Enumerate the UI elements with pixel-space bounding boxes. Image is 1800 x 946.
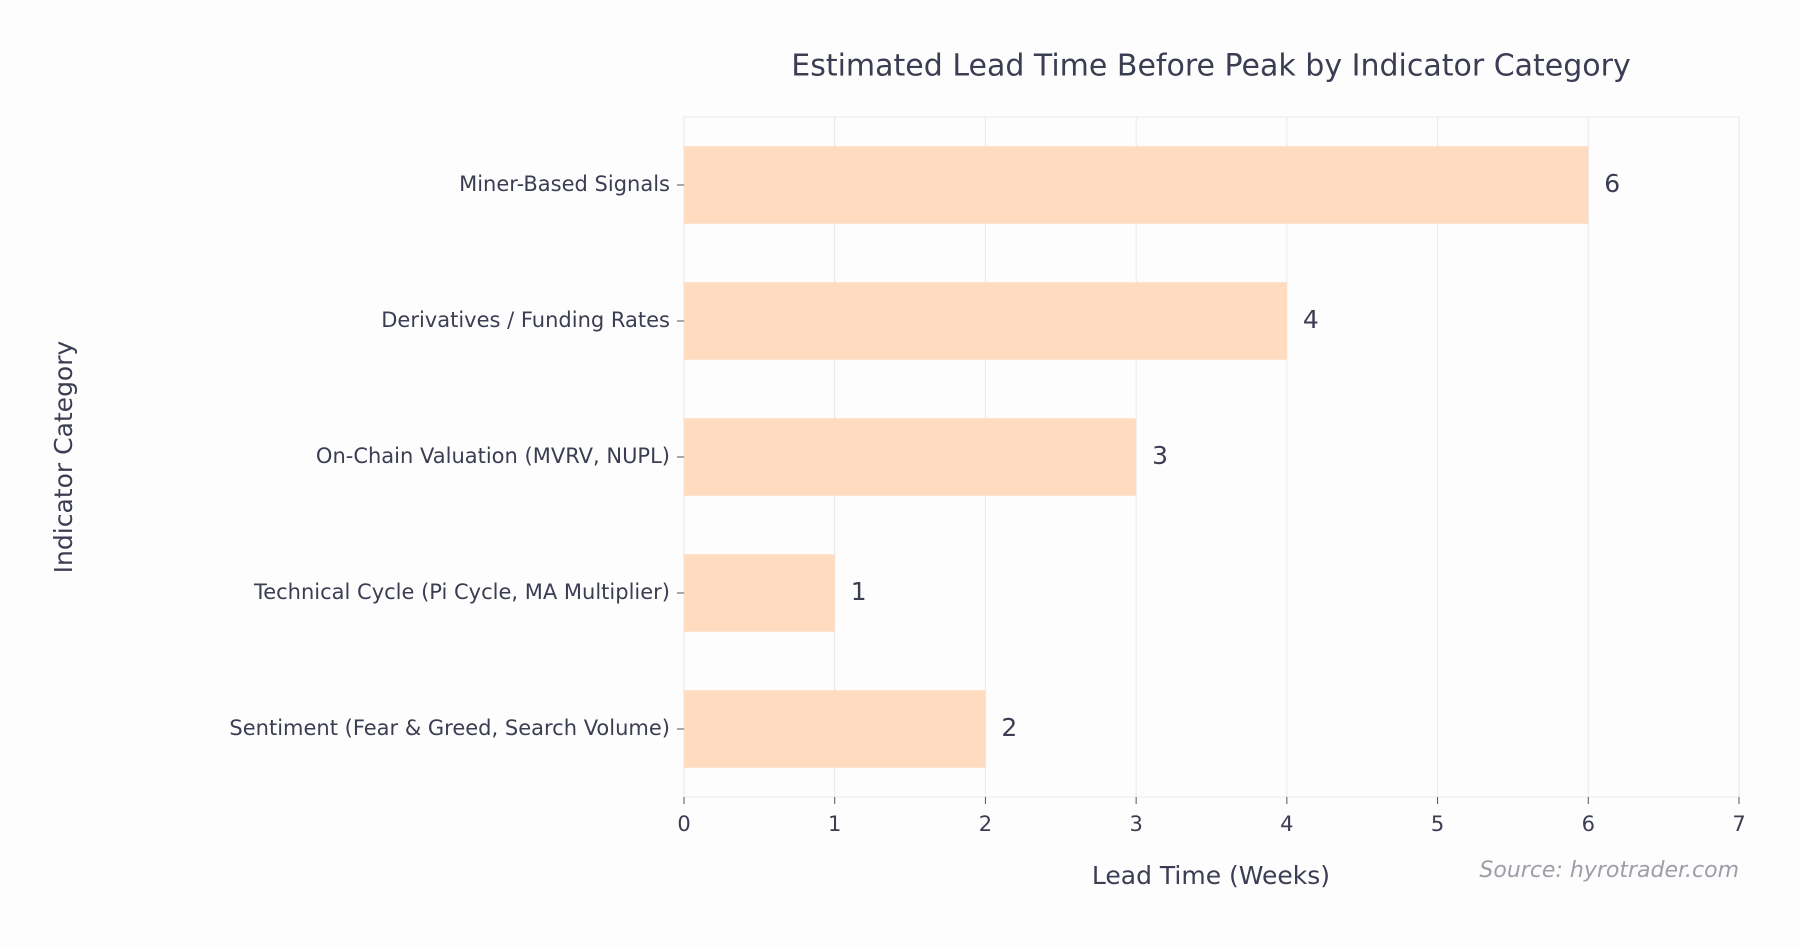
y-tick-label: Sentiment (Fear & Greed, Search Volume) bbox=[229, 716, 670, 740]
x-tick-label: 2 bbox=[979, 812, 992, 836]
bar bbox=[684, 554, 835, 632]
x-axis-label: Lead Time (Weeks) bbox=[1092, 861, 1330, 890]
y-tick-label: Derivatives / Funding Rates bbox=[381, 308, 670, 332]
y-tick-label: Technical Cycle (Pi Cycle, MA Multiplier… bbox=[253, 580, 670, 604]
value-label: 2 bbox=[1001, 713, 1017, 742]
x-tick-label: 6 bbox=[1582, 812, 1595, 836]
x-tick-label: 4 bbox=[1280, 812, 1293, 836]
bar bbox=[684, 282, 1287, 360]
y-tick-label: Miner-Based Signals bbox=[459, 172, 670, 196]
x-tick-label: 5 bbox=[1431, 812, 1444, 836]
value-label: 4 bbox=[1303, 305, 1319, 334]
x-tick-label: 0 bbox=[677, 812, 690, 836]
bar bbox=[684, 418, 1137, 496]
source-note: Source: hyrotrader.com bbox=[1479, 858, 1739, 883]
x-tick-label: 3 bbox=[1129, 812, 1142, 836]
x-tick-label: 7 bbox=[1732, 812, 1745, 836]
x-tick-label: 1 bbox=[828, 812, 841, 836]
y-axis-label: Indicator Category bbox=[49, 340, 78, 573]
bar bbox=[684, 690, 986, 768]
value-label: 6 bbox=[1604, 169, 1620, 198]
value-label: 1 bbox=[851, 577, 867, 606]
value-label: 3 bbox=[1152, 441, 1168, 470]
bar bbox=[684, 146, 1589, 224]
y-tick-label: On-Chain Valuation (MVRV, NUPL) bbox=[316, 444, 670, 468]
chart-title: Estimated Lead Time Before Peak by Indic… bbox=[791, 49, 1631, 84]
